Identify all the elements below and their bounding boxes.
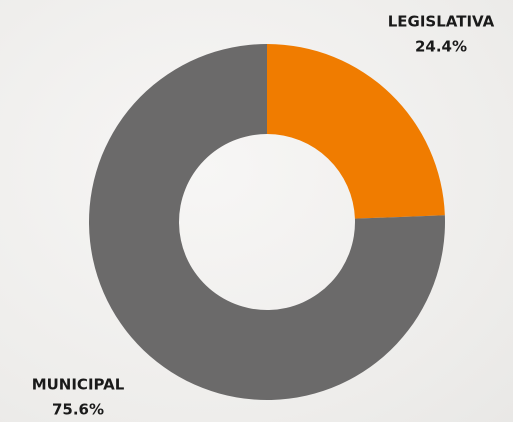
slice-value-label: 75.6% (52, 401, 104, 419)
slice-value-label: 24.4% (415, 38, 467, 56)
donut-slice (89, 44, 446, 401)
donut-slice (267, 44, 445, 219)
slice-label: LEGISLATIVA (388, 13, 495, 31)
slice-label: MUNICIPAL (32, 376, 125, 394)
